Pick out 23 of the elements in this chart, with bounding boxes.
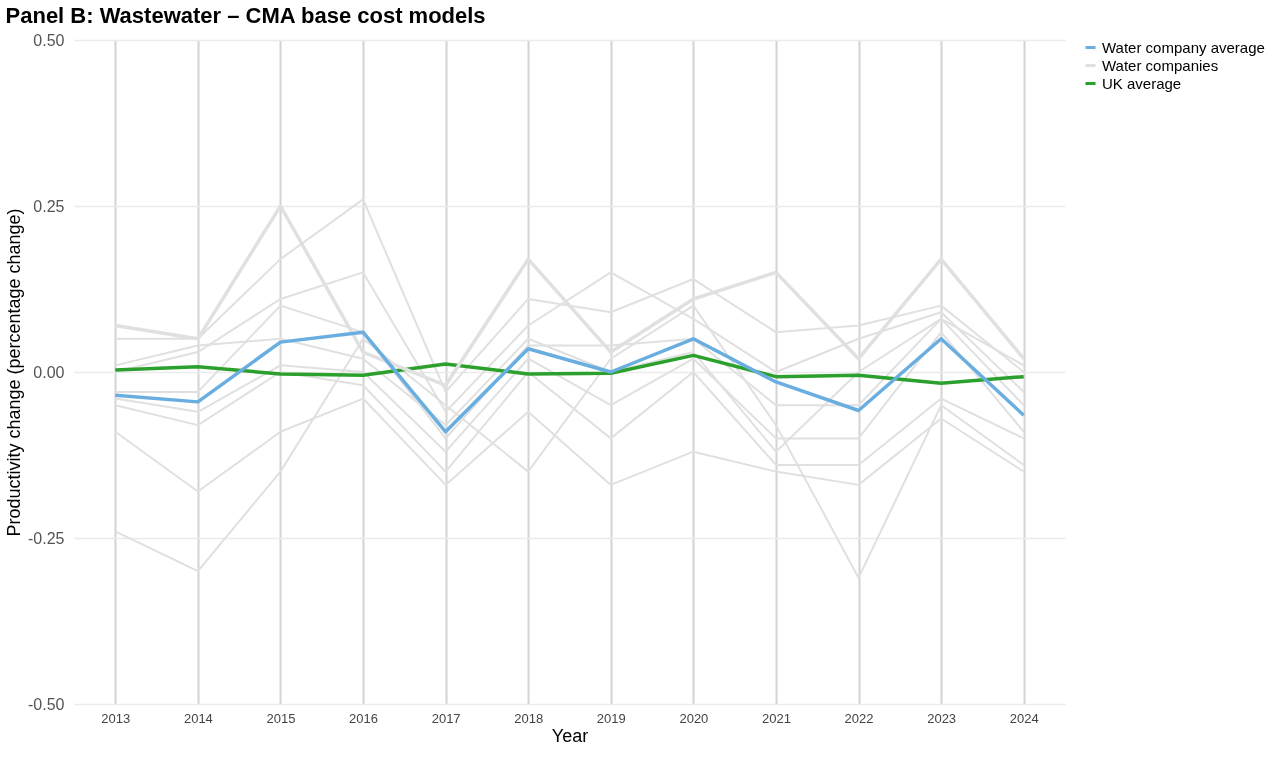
legend-label: UK average — [1102, 74, 1182, 92]
x-tick-label: 2022 — [844, 710, 874, 726]
chart-title: Panel B: Wastewater – CMA base cost models — [5, 3, 486, 28]
y-tick-label: 0.25 — [33, 197, 65, 215]
x-tick-label: 2021 — [762, 710, 791, 726]
x-tick-label: 2023 — [927, 710, 957, 726]
x-axis-title: Year — [551, 725, 589, 746]
x-tick-label: 2013 — [101, 710, 131, 726]
y-tick-label: -0.25 — [28, 529, 65, 547]
x-tick-label: 2015 — [266, 710, 296, 726]
x-tick-label: 2019 — [596, 710, 626, 726]
x-tick-label: 2024 — [1009, 710, 1039, 726]
x-tick-label: 2016 — [349, 710, 378, 726]
legend-label: Water companies — [1102, 56, 1219, 74]
x-tick-label: 2017 — [431, 710, 461, 726]
legend-label: Water company average — [1102, 38, 1265, 56]
x-tick-label: 2014 — [183, 710, 213, 726]
x-tick-label: 2020 — [679, 710, 709, 726]
y-tick-label: 0.00 — [33, 363, 65, 381]
y-tick-label: 0.50 — [33, 31, 65, 49]
x-tick-label: 2018 — [514, 710, 544, 726]
y-axis-title: Productivity change (percentage change) — [4, 208, 25, 537]
y-tick-label: -0.50 — [28, 695, 65, 713]
